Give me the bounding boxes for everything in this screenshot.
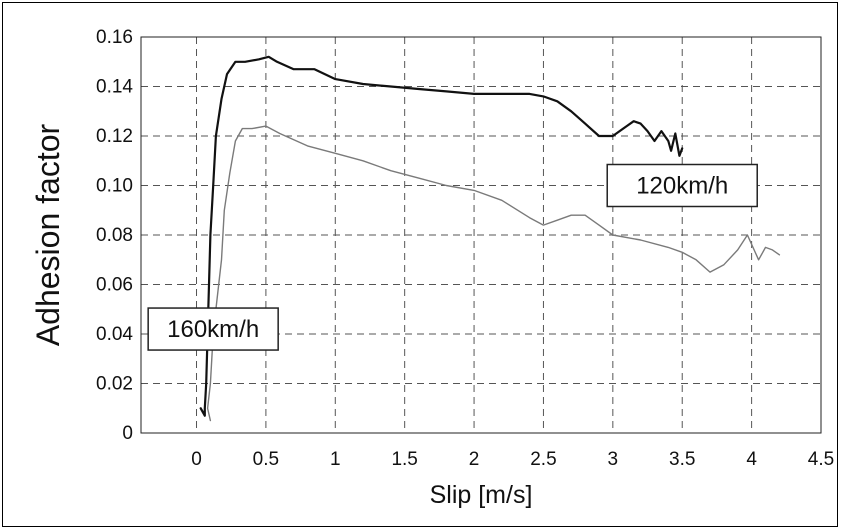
series-annotations: 120km/h 160km/h bbox=[147, 163, 758, 351]
annotation-text: 120km/h bbox=[636, 173, 728, 200]
y-tick-label: 0.10 bbox=[96, 176, 133, 197]
annotation-box bbox=[606, 163, 758, 208]
x-tick-label: 3.5 bbox=[669, 449, 695, 470]
y-tick-label: 0.02 bbox=[96, 374, 133, 395]
x-tick-label: 0.5 bbox=[253, 449, 279, 470]
x-axis-label: Slip [m/s] bbox=[430, 481, 533, 509]
x-tick-label: 1.5 bbox=[391, 449, 417, 470]
series-line-160km-h bbox=[206, 125, 781, 422]
x-tick-labels: 0 0.5 1 1.5 2 2.5 3 3.5 4 4.5 bbox=[191, 449, 834, 470]
y-tick-label: 0.16 bbox=[96, 27, 133, 48]
annotation-text: 160km/h bbox=[167, 316, 259, 343]
y-axis-label: Adhesion factor bbox=[30, 123, 66, 346]
y-tick-label: 0.06 bbox=[96, 275, 133, 296]
grid bbox=[141, 36, 822, 434]
y-tick-labels: 0 0.02 0.04 0.06 0.08 0.10 0.12 0.14 0.16 bbox=[96, 27, 133, 444]
x-tick-label: 4 bbox=[746, 449, 757, 470]
x-tick-label: 1 bbox=[330, 449, 341, 470]
y-tick-label: 0.12 bbox=[96, 126, 133, 147]
y-tick-label: 0.04 bbox=[96, 324, 133, 345]
y-tick-label: 0.08 bbox=[96, 225, 133, 246]
x-tick-label: 3 bbox=[608, 449, 619, 470]
series-line-120km-h bbox=[199, 55, 684, 417]
annotation-160km-h: 160km/h bbox=[147, 307, 279, 351]
y-tick-label: 0.14 bbox=[96, 77, 133, 98]
x-tick-label: 0 bbox=[191, 449, 202, 470]
series-group bbox=[199, 55, 781, 422]
annotation-box bbox=[147, 307, 279, 351]
x-tick-label: 4.5 bbox=[808, 449, 834, 470]
y-tick-label: 0 bbox=[122, 423, 133, 444]
x-tick-label: 2.5 bbox=[530, 449, 556, 470]
plot-area bbox=[140, 36, 822, 434]
adhesion-chart: 0 0.5 1 1.5 2 2.5 3 3.5 4 4.5 0 0.02 0.04 0.06 0.08 0.… bbox=[30, 27, 834, 509]
x-tick-label: 2 bbox=[469, 449, 480, 470]
annotation-120km-h: 120km/h bbox=[606, 163, 758, 208]
